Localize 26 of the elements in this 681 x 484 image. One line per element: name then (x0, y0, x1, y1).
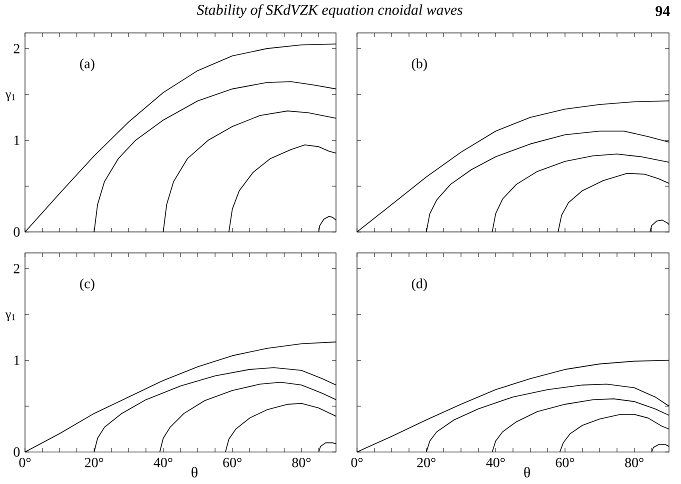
x-axis-title: θ (524, 466, 530, 478)
y-tick-label: 0 (14, 227, 20, 237)
x-tick-label: 20° (417, 458, 436, 468)
x-tick-label: 80° (292, 458, 311, 468)
text: Stability of SKdVZK equation cnoidal waves (196, 4, 462, 18)
y-tick-label: 2 (14, 44, 20, 54)
x-tick-label: 60° (223, 458, 242, 468)
x-tick-label: 0° (351, 458, 363, 468)
x-tick-label: 40° (486, 458, 505, 468)
y-tick-label: 2 (14, 264, 20, 274)
annotation: (a) (80, 58, 94, 72)
annotation: (c) (80, 278, 94, 292)
y-tick-label: 0 (14, 447, 20, 457)
y-tick-label: 1 (14, 356, 20, 365)
x-tick-label: 20° (84, 458, 104, 468)
x-tick-label: 60° (556, 458, 574, 468)
x-tick-label: 40° (154, 458, 172, 468)
y-axis-title: γ$_{1}$ (5, 312, 16, 322)
annotation: (d) (412, 278, 427, 292)
annotation: (b) (412, 58, 427, 72)
x-axis-title: θ (192, 466, 198, 478)
y-tick-label: 1 (14, 136, 20, 145)
y-axis-title: γ$_{1}$ (5, 92, 16, 102)
text: 94 (656, 6, 670, 16)
x-tick-label: 80° (625, 458, 644, 468)
x-tick-label: 0° (19, 458, 31, 468)
